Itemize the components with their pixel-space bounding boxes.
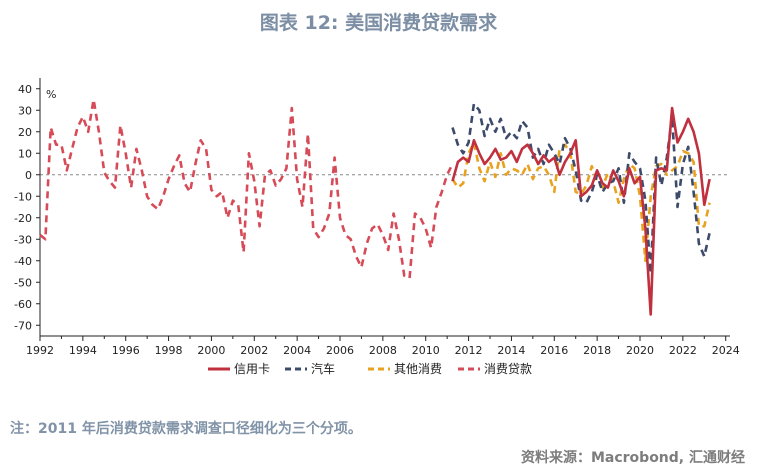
source-credit: 资料来源：Macrobond, 汇通财经 [520, 450, 745, 466]
x-tick-label: 2012 [455, 344, 483, 357]
footnote: 注：2011 年后消费贷款需求调查口径细化为三个分项。 [10, 421, 362, 437]
series-line-4 [39, 98, 454, 280]
series-lines [39, 98, 711, 316]
y-tick-label: 20 [18, 126, 32, 139]
y-tick-label: -50 [14, 276, 32, 289]
x-tick-label: 2014 [497, 344, 525, 357]
series-line-3 [451, 141, 711, 263]
y-tick-label: -30 [14, 233, 32, 246]
x-tick-label: 2018 [583, 344, 611, 357]
x-tick-label: 1994 [69, 344, 97, 357]
y-tick-label: 30 [18, 104, 32, 117]
x-tick-label: 2004 [283, 344, 311, 357]
legend-label: 消费贷款 [484, 362, 532, 376]
x-tick-label: 2000 [197, 344, 225, 357]
legend-label: 汽车 [311, 361, 335, 376]
x-tick-label: 2024 [712, 344, 740, 357]
x-tick-label: 2010 [412, 344, 440, 357]
chart-title: 图表 12: 美国消费贷款需求 [259, 12, 498, 34]
y-tick-label: -60 [14, 298, 32, 311]
x-tick-label: 2020 [626, 344, 654, 357]
legend: 信用卡 汽车 其他消费 消费贷款 [208, 361, 532, 376]
y-tick-label: -10 [14, 190, 32, 203]
series-line-1 [451, 106, 711, 316]
x-tick-label: 2008 [369, 344, 397, 357]
x-tick-label: 2002 [240, 344, 268, 357]
y-tick-label: 40 [18, 83, 32, 96]
x-tick-label: 1998 [155, 344, 183, 357]
y-tick-label: -40 [14, 255, 32, 268]
x-tick-label: 2016 [540, 344, 568, 357]
x-tick-label: 1992 [26, 344, 54, 357]
x-tick-label: 1996 [112, 344, 140, 357]
y-tick-label: 0 [25, 169, 32, 182]
y-tick-label: 10 [18, 147, 32, 160]
x-tick-label: 2022 [669, 344, 697, 357]
y-unit-label: % [46, 88, 56, 101]
x-tick-label: 2006 [326, 344, 354, 357]
y-tick-label: -70 [14, 319, 32, 332]
y-tick-label: -20 [14, 212, 32, 225]
legend-label: 其他消费 [394, 362, 442, 376]
legend-label: 信用卡 [234, 362, 270, 376]
